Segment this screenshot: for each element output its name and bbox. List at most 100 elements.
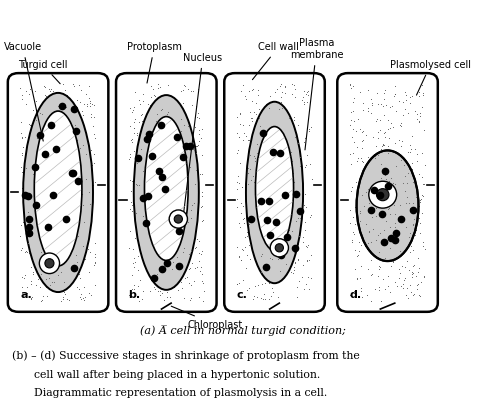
Point [166,182,174,188]
Point [274,125,282,131]
Point [376,116,384,123]
Point [147,137,155,143]
Point [260,291,268,297]
Point [67,239,74,246]
Point [405,234,413,240]
Point [80,205,88,211]
Point [141,181,149,187]
Point [77,221,85,228]
Point [350,98,357,105]
Point [391,139,399,146]
Point [40,147,48,154]
Point [266,255,274,261]
Point [28,139,35,145]
Point [128,188,136,194]
Point [246,256,253,262]
Point [240,129,247,136]
Point [153,161,161,168]
Point [84,246,92,253]
Point [234,147,242,154]
Point [261,249,269,256]
Point [184,123,192,129]
Point [246,88,253,94]
Point [157,145,165,152]
Point [178,241,186,247]
Point [277,193,285,200]
Point [394,184,402,191]
Point [255,209,263,215]
Point [367,96,375,102]
Point [281,193,289,199]
Point [403,257,411,264]
Point [50,171,58,178]
Point [245,179,252,186]
Point [162,109,170,116]
Point [27,134,35,141]
Point [275,122,283,129]
Point [368,214,376,220]
Point [78,142,86,149]
Point [26,237,34,244]
Point [250,293,258,299]
Point [356,223,364,230]
Point [166,128,174,135]
Point [407,146,415,152]
Point [82,151,90,158]
Point [296,162,304,169]
Point [199,270,207,277]
Point [86,222,94,229]
Point [182,220,190,226]
Point [365,228,373,234]
Point [234,179,242,185]
FancyBboxPatch shape [116,73,216,312]
Point [407,243,415,249]
Point [170,164,178,171]
Point [50,279,58,285]
Point [61,114,69,120]
Point [244,137,252,143]
Point [140,98,147,104]
Point [379,103,387,110]
Point [26,230,34,237]
Point [161,199,169,206]
Point [137,163,145,169]
Point [49,220,57,227]
Point [151,112,159,119]
Point [18,135,26,141]
Point [170,168,178,175]
Point [265,113,273,120]
Point [38,276,46,282]
Point [238,184,246,190]
Point [360,221,368,227]
Point [174,206,182,212]
Point [156,232,164,238]
Point [192,177,200,183]
Point [153,278,161,285]
Point [398,281,406,287]
Point [71,186,79,192]
Point [265,169,273,176]
Point [396,243,404,249]
Point [77,146,85,153]
Point [372,254,380,260]
Point [257,267,265,273]
Point [353,252,361,259]
Point [180,81,188,88]
Point [169,259,177,265]
Point [406,282,414,288]
Point [369,245,377,251]
Point [255,260,263,266]
Point [128,138,136,145]
Point [61,230,69,237]
Point [263,241,271,247]
Point [359,100,367,106]
Point [85,290,93,297]
Point [85,82,93,89]
Point [72,250,80,256]
Point [356,89,364,95]
Point [301,191,309,197]
Point [179,220,187,226]
Point [146,178,154,184]
Point [85,211,93,217]
Point [352,247,359,254]
